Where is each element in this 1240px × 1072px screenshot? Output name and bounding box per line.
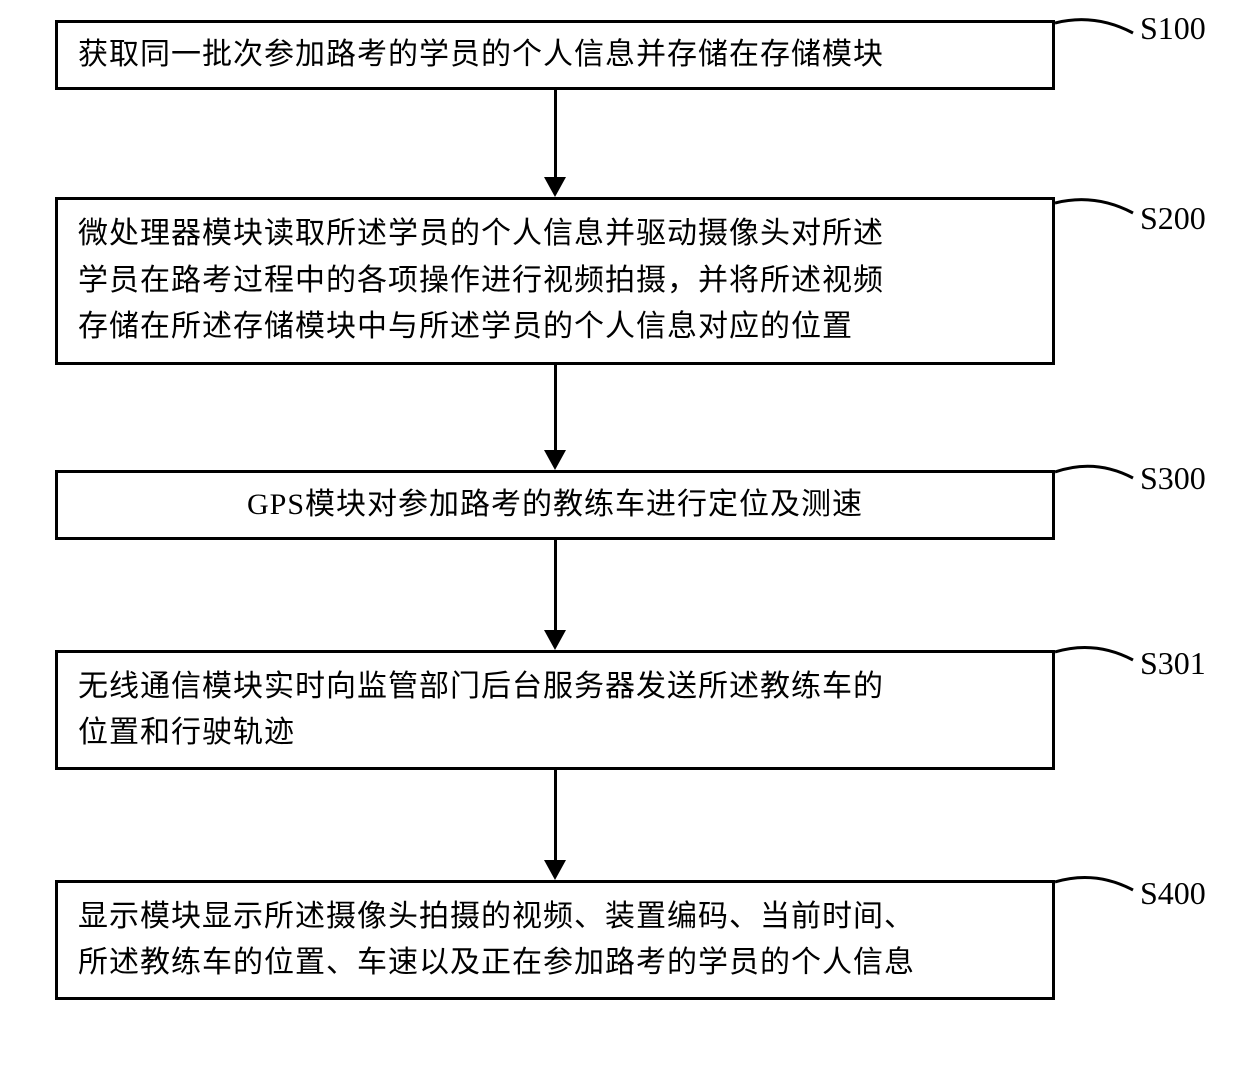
connector-s301 (1055, 642, 1135, 672)
step-box-s301: 无线通信模块实时向监管部门后台服务器发送所述教练车的 位置和行驶轨迹 (55, 650, 1055, 770)
connector-s200 (1055, 195, 1135, 225)
step-text-s301: 无线通信模块实时向监管部门后台服务器发送所述教练车的 位置和行驶轨迹 (78, 664, 884, 757)
step-text-s400: 显示模块显示所述摄像头拍摄的视频、装置编码、当前时间、 所述教练车的位置、车速以… (78, 894, 915, 987)
step-label-s301: S301 (1140, 645, 1206, 682)
step-box-s400: 显示模块显示所述摄像头拍摄的视频、装置编码、当前时间、 所述教练车的位置、车速以… (55, 880, 1055, 1000)
arrow-s301-s400 (554, 770, 557, 861)
step-text-s200: 微处理器模块读取所述学员的个人信息并驱动摄像头对所述 学员在路考过程中的各项操作… (78, 211, 884, 351)
step-label-s300: S300 (1140, 460, 1206, 497)
step-text-s100: 获取同一批次参加路考的学员的个人信息并存储在存储模块 (78, 32, 884, 79)
connector-s400 (1055, 872, 1135, 902)
arrow-head-s100-s200 (544, 177, 566, 197)
step-box-s200: 微处理器模块读取所述学员的个人信息并驱动摄像头对所述 学员在路考过程中的各项操作… (55, 197, 1055, 365)
arrow-s200-s300 (554, 365, 557, 451)
step-label-s100: S100 (1140, 10, 1206, 47)
arrow-head-s300-s301 (544, 630, 566, 650)
step-text-s300: GPS模块对参加路考的教练车进行定位及测速 (247, 482, 863, 529)
step-box-s100: 获取同一批次参加路考的学员的个人信息并存储在存储模块 (55, 20, 1055, 90)
arrow-head-s200-s300 (544, 450, 566, 470)
step-label-s200: S200 (1140, 200, 1206, 237)
connector-s300 (1055, 460, 1135, 490)
step-label-s400: S400 (1140, 875, 1206, 912)
arrow-s100-s200 (554, 90, 557, 178)
arrow-head-s301-s400 (544, 860, 566, 880)
connector-s100 (1055, 15, 1135, 45)
flowchart-canvas: 获取同一批次参加路考的学员的个人信息并存储在存储模块 S100 微处理器模块读取… (0, 0, 1240, 1072)
arrow-s300-s301 (554, 540, 557, 631)
step-box-s300: GPS模块对参加路考的教练车进行定位及测速 (55, 470, 1055, 540)
